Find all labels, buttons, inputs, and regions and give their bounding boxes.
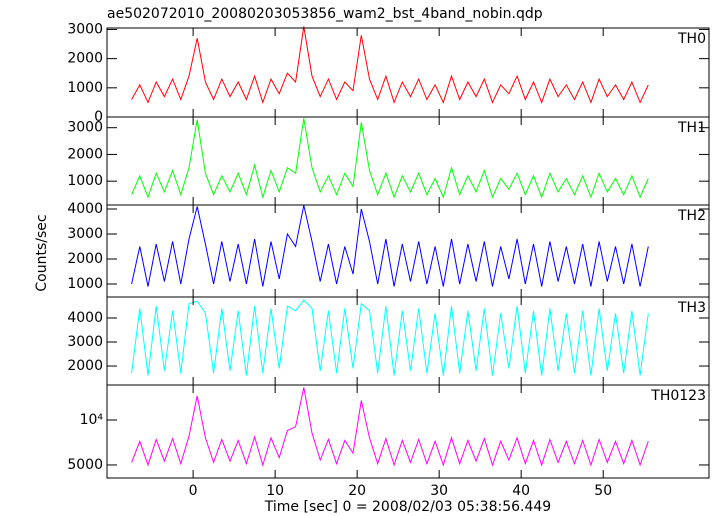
y-tick-label: 1000 [67, 173, 103, 189]
x-tick-label: 20 [348, 483, 366, 499]
light-curve [131, 299, 649, 376]
x-tick-label: 50 [594, 483, 612, 499]
panel-label: TH2 [677, 208, 706, 224]
light-curve [131, 26, 649, 104]
light-curve [131, 205, 649, 287]
panel-frame [106, 384, 710, 479]
panel-label: TH0123 [650, 388, 706, 404]
x-tick-label: 0 [189, 483, 198, 499]
panel-label: TH1 [677, 120, 706, 136]
y-tick-label: 3000 [67, 21, 103, 37]
y-tick-label: 2000 [67, 146, 103, 162]
light-curve [131, 387, 649, 467]
panel-label: TH0 [677, 31, 706, 47]
y-tick-label: 10⁴ [80, 412, 104, 428]
y-axis-label: Counts/sec [34, 214, 50, 291]
y-tick-label: 2000 [67, 358, 103, 374]
y-tick-label: 0 [94, 109, 103, 125]
y-tick-label: 2000 [67, 251, 103, 267]
panel-label: TH3 [677, 300, 706, 316]
y-tick-label: 3000 [67, 226, 103, 242]
y-tick-label: 4000 [67, 201, 103, 217]
x-tick-label: 40 [512, 483, 530, 499]
y-tick-label: 5000 [67, 457, 103, 473]
light-curve [131, 118, 649, 200]
y-tick-label: 2000 [67, 51, 103, 67]
y-tick-label: 3000 [67, 120, 103, 136]
x-axis-label: Time [sec] 0 = 2008/02/03 05:38:56.449 [264, 499, 551, 515]
y-tick-label: 1000 [67, 276, 103, 292]
panel-frame [106, 204, 710, 298]
panel-frame [106, 296, 710, 386]
y-tick-label: 1000 [67, 80, 103, 96]
chart-title: ae502072010_20080203053856_wam2_bst_4ban… [107, 6, 543, 22]
y-tick-label: 3000 [67, 334, 103, 350]
x-tick-label: 10 [266, 483, 284, 499]
panel-frame [106, 116, 710, 206]
x-tick-label: 30 [430, 483, 448, 499]
y-tick-label: 4000 [67, 310, 103, 326]
